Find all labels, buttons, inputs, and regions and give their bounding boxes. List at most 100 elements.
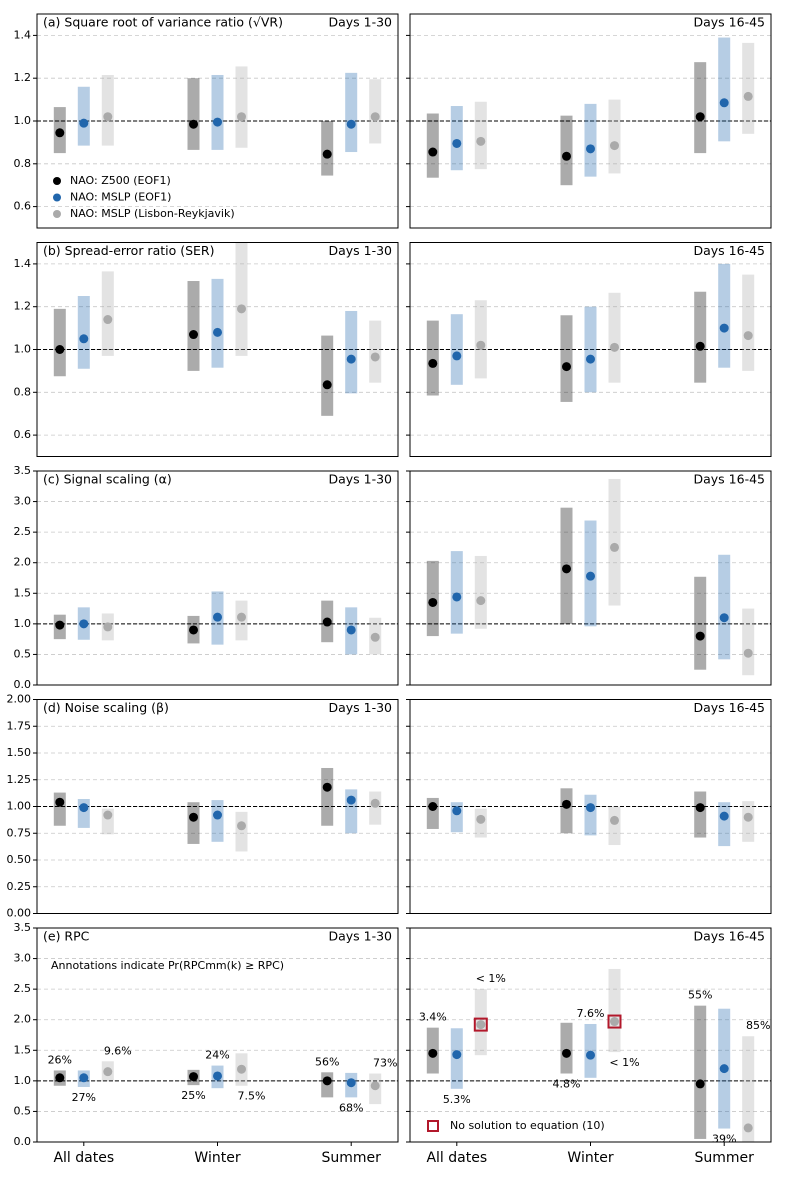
interval-bar xyxy=(560,315,573,402)
point xyxy=(322,782,332,792)
point xyxy=(79,619,89,629)
y-tick-label: 0.6 xyxy=(14,428,32,441)
point xyxy=(79,334,89,344)
point xyxy=(189,330,198,340)
point xyxy=(79,803,89,813)
panel-subtitle: Days 1-30 xyxy=(328,15,392,30)
point xyxy=(370,112,380,122)
interval-bar xyxy=(187,802,200,844)
point xyxy=(79,1073,89,1083)
point xyxy=(610,1017,619,1027)
interval-bar xyxy=(77,86,90,146)
interval-bar xyxy=(718,802,731,847)
point xyxy=(346,119,356,129)
y-tick-label: 3.0 xyxy=(14,952,32,965)
interval-bar xyxy=(474,101,487,170)
interval-bar xyxy=(694,1005,707,1139)
legend-marker xyxy=(53,193,61,202)
annotation: 4.8% xyxy=(553,1078,581,1091)
y-tick-label: 2.00 xyxy=(7,693,32,706)
y-tick-label: 3.5 xyxy=(14,464,32,477)
x-tick-label: All dates xyxy=(53,1150,114,1166)
interval-bar xyxy=(321,335,334,416)
interval-bar xyxy=(474,300,487,379)
annotation: 56% xyxy=(315,1055,339,1068)
legend-marker xyxy=(427,1120,439,1132)
y-tick-label: 1.4 xyxy=(14,257,32,270)
note: Annotations indicate Pr(RPCmm(k) ≥ RPC) xyxy=(51,959,284,972)
y-tick-label: 0.5 xyxy=(14,1104,32,1117)
point xyxy=(610,141,619,151)
interval-bar xyxy=(345,72,358,153)
panel-subtitle: Days 16-45 xyxy=(694,15,766,30)
interval-bar xyxy=(608,478,621,606)
point xyxy=(55,620,65,630)
interval-bar xyxy=(742,42,755,134)
interval-bar xyxy=(474,555,487,629)
interval-bar xyxy=(369,791,382,825)
y-tick-label: 0.75 xyxy=(7,826,32,839)
point xyxy=(586,1050,595,1060)
interval-bar xyxy=(321,767,334,826)
point xyxy=(213,327,222,337)
y-tick-label: 0.25 xyxy=(7,880,32,893)
point xyxy=(452,806,462,816)
y-tick-label: 0.50 xyxy=(7,853,32,866)
point xyxy=(55,128,65,138)
point xyxy=(610,815,619,825)
panel-title: (b) Spread-error ratio (SER) xyxy=(43,243,215,258)
point xyxy=(189,625,198,635)
annotation: 9.6% xyxy=(104,1044,132,1057)
point xyxy=(452,1050,462,1060)
interval-bar xyxy=(450,314,463,385)
y-tick-label: 2.0 xyxy=(14,1013,32,1026)
point xyxy=(322,380,332,390)
point xyxy=(476,136,486,146)
interval-bar xyxy=(718,263,731,368)
legend-label: No solution to equation (10) xyxy=(450,1119,605,1132)
no-solution-marker xyxy=(607,1014,622,1029)
point xyxy=(346,1078,356,1088)
legend-label: NAO: MSLP (Lisbon-Reykjavik) xyxy=(70,207,235,220)
point xyxy=(189,119,198,129)
point xyxy=(322,149,332,159)
panel-title: (e) RPC xyxy=(43,929,90,944)
plot-frame xyxy=(36,699,399,914)
point xyxy=(586,571,595,581)
interval-bar xyxy=(608,99,621,174)
point xyxy=(213,612,222,622)
point xyxy=(237,112,246,122)
point xyxy=(586,803,595,813)
point xyxy=(428,358,438,368)
point xyxy=(370,798,380,808)
panel-subtitle: Days 1-30 xyxy=(328,700,392,715)
point xyxy=(103,810,113,820)
interval-bar xyxy=(450,106,463,171)
y-tick-label: 1.2 xyxy=(14,300,32,313)
annotation: < 1% xyxy=(609,1056,639,1069)
point xyxy=(719,1064,729,1074)
plot-frame xyxy=(409,13,772,229)
x-tick-label: Winter xyxy=(194,1150,240,1166)
annotation: 55% xyxy=(688,989,712,1002)
interval-bar xyxy=(369,79,382,144)
point xyxy=(476,1020,486,1030)
y-tick-label: 1.5 xyxy=(14,1043,32,1056)
interval-bar xyxy=(584,306,597,393)
x-tick-label: All dates xyxy=(426,1150,487,1166)
point xyxy=(103,622,113,632)
interval-bar xyxy=(53,308,66,377)
point xyxy=(79,118,89,128)
interval-bar xyxy=(718,554,731,660)
y-tick-label: 1.75 xyxy=(7,719,32,732)
point xyxy=(695,1079,705,1089)
interval-bar xyxy=(694,291,707,383)
y-tick-label: 1.0 xyxy=(14,617,32,630)
interval-bar xyxy=(235,811,248,852)
annotation: 85% xyxy=(746,1019,770,1032)
legend-label: NAO: MSLP (EOF1) xyxy=(70,191,171,204)
interval-bar xyxy=(584,794,597,836)
panel-subtitle: Days 1-30 xyxy=(328,243,392,258)
y-tick-label: 2.5 xyxy=(14,525,32,538)
